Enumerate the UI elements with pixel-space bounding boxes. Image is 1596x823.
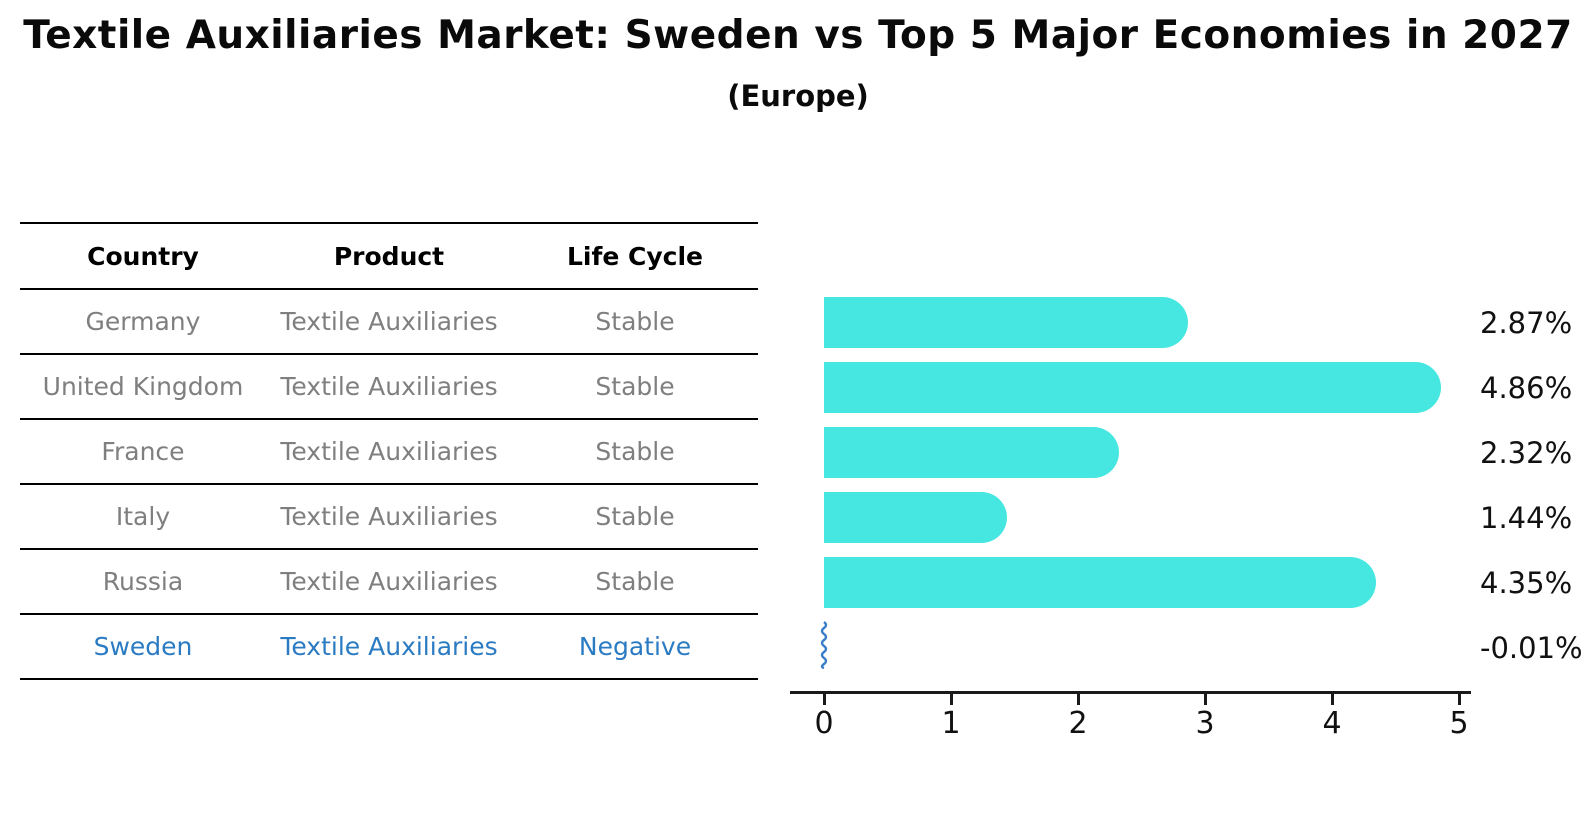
cell-lifecycle: Stable — [595, 372, 675, 401]
cell-product: Textile Auxiliaries — [280, 307, 498, 336]
bar-row-sweden — [820, 619, 830, 670]
x-axis-tick-label: 2 — [1068, 706, 1088, 741]
cell-product: Textile Auxiliaries — [280, 632, 498, 661]
bar-france — [824, 427, 1119, 478]
cell-lifecycle: Stable — [595, 567, 675, 596]
cell-lifecycle: Negative — [578, 632, 692, 661]
cell-lifecycle: Stable — [595, 502, 675, 531]
table-row-united-kingdom: United Kingdom Textile Auxiliaries Stabl… — [20, 355, 758, 420]
table-row-germany: Germany Textile Auxiliaries Stable — [20, 290, 758, 355]
bar-russia — [824, 557, 1377, 608]
value-label-italy: 1.44% — [1480, 500, 1573, 535]
table-header-row: Country Product Life Cycle — [20, 222, 758, 290]
x-axis-tick — [1204, 694, 1207, 705]
x-axis-tick-label: 0 — [814, 706, 834, 741]
cell-product: Textile Auxiliaries — [280, 372, 498, 401]
bar-germany — [824, 297, 1189, 348]
bar-row-united-kingdom — [824, 362, 1442, 413]
value-label-france: 2.32% — [1480, 435, 1573, 470]
bar-row-germany — [824, 297, 1189, 348]
table-row-russia: Russia Textile Auxiliaries Stable — [20, 550, 758, 615]
sweden-negative-bar-squiggle — [820, 620, 828, 669]
x-axis-line — [790, 691, 1471, 694]
column-header-country: Country — [87, 241, 199, 271]
x-axis-tick-label: 4 — [1322, 706, 1342, 741]
table-row-italy: Italy Textile Auxiliaries Stable — [20, 485, 758, 550]
table-row-france: France Textile Auxiliaries Stable — [20, 420, 758, 485]
chart-title: Textile Auxiliaries Market: Sweden vs To… — [23, 13, 1573, 58]
column-header-product: Product — [333, 241, 445, 271]
value-label-russia: 4.35% — [1480, 565, 1573, 600]
bar-united-kingdom — [824, 362, 1442, 413]
cell-country: Italy — [115, 502, 171, 531]
table-row-sweden: Sweden Textile Auxiliaries Negative — [20, 615, 758, 680]
cell-country: Russia — [102, 567, 184, 596]
value-label-united-kingdom: 4.86% — [1480, 370, 1573, 405]
x-axis-tick-label: 1 — [941, 706, 961, 741]
x-axis-tick — [1331, 694, 1334, 705]
cell-country: Germany — [85, 307, 201, 336]
x-axis-tick — [1458, 694, 1461, 705]
column-header-lifecycle: Life Cycle — [566, 241, 704, 271]
value-label-germany: 2.87% — [1480, 305, 1573, 340]
chart-subtitle: (Europe) — [727, 79, 869, 113]
bar-chart: 2.87% 4.86% 2.32% 1.44% 4.35% -0.01% 0 1… — [790, 0, 1596, 823]
cell-lifecycle: Stable — [595, 437, 675, 466]
cell-country: France — [101, 437, 185, 466]
bar-row-italy — [824, 492, 1007, 543]
cell-country: United Kingdom — [42, 372, 244, 401]
x-axis-tick — [950, 694, 953, 705]
country-table: Country Product Life Cycle Germany Texti… — [20, 222, 758, 680]
x-axis-tick-label: 3 — [1195, 706, 1215, 741]
bar-row-russia — [824, 557, 1377, 608]
cell-country: Sweden — [93, 632, 193, 661]
x-axis-tick — [1077, 694, 1080, 705]
x-axis-tick-label: 5 — [1449, 706, 1469, 741]
cell-product: Textile Auxiliaries — [280, 502, 498, 531]
x-axis-tick — [823, 694, 826, 705]
bar-row-france — [824, 427, 1119, 478]
bar-italy — [824, 492, 1007, 543]
cell-lifecycle: Stable — [595, 307, 675, 336]
cell-product: Textile Auxiliaries — [280, 567, 498, 596]
cell-product: Textile Auxiliaries — [280, 437, 498, 466]
value-label-sweden: -0.01% — [1480, 630, 1583, 665]
